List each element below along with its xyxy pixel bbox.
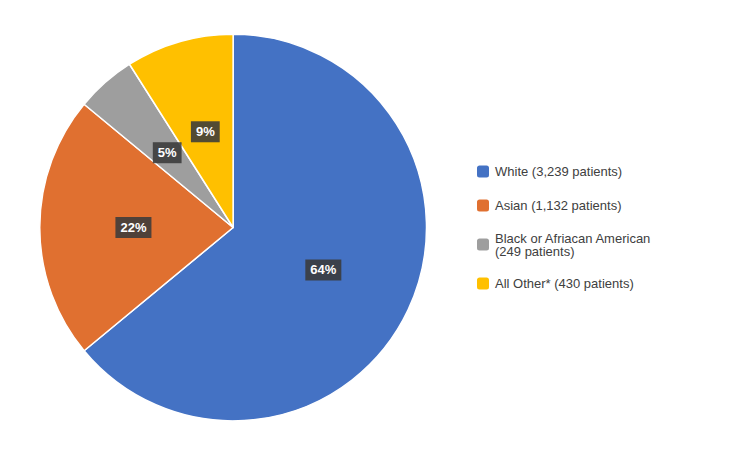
svg-text:9%: 9% — [196, 124, 215, 139]
svg-text:White (3,239 patients): White (3,239 patients) — [495, 164, 622, 179]
svg-text:Asian (1,132 patients): Asian (1,132 patients) — [495, 198, 621, 213]
svg-text:64%: 64% — [310, 262, 336, 277]
svg-text:22%: 22% — [120, 220, 146, 235]
svg-text:All Other* (430 patients): All Other* (430 patients) — [495, 276, 634, 291]
svg-text:Black or Afriacan American: Black or Afriacan American — [495, 230, 651, 246]
svg-text:5%: 5% — [158, 145, 177, 160]
svg-text:(249 patients): (249 patients) — [495, 244, 575, 259]
